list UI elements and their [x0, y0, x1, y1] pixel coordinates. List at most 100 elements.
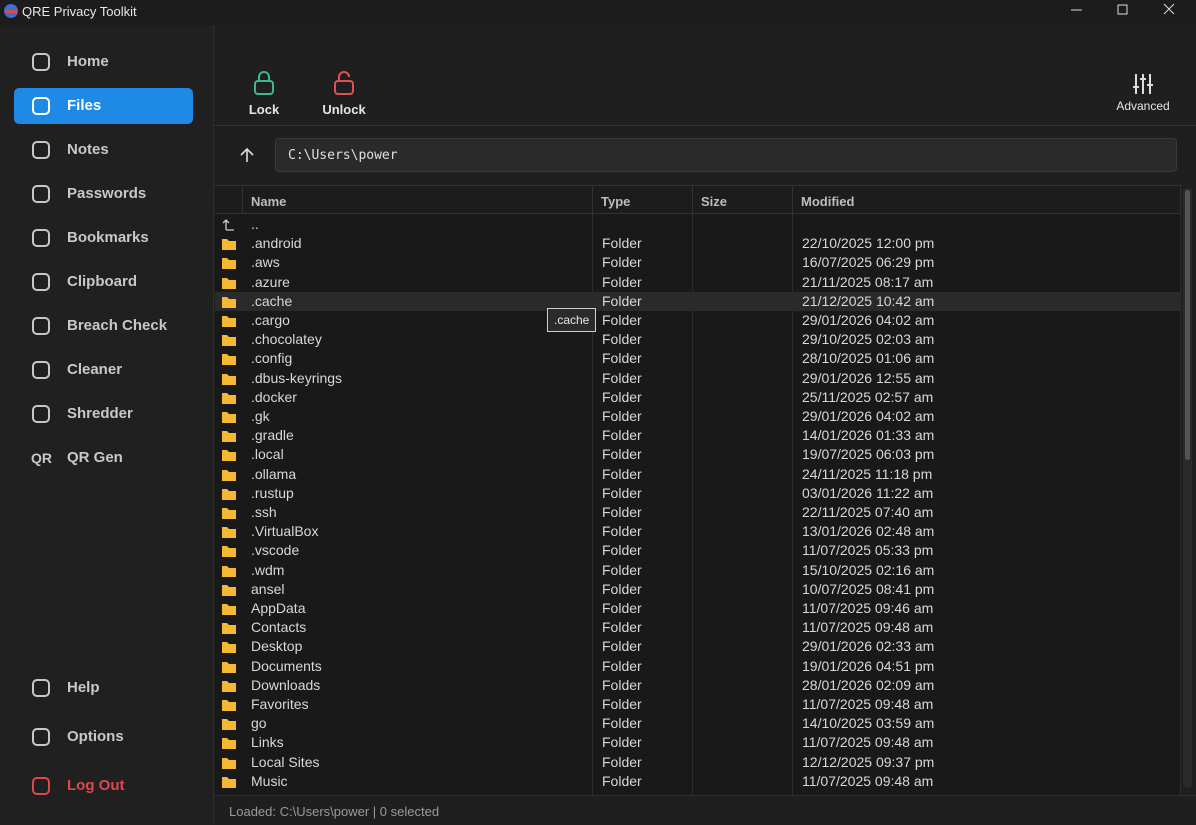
nav-icon [32, 777, 50, 795]
file-row[interactable]: Links Folder 11/07/2025 09:48 am [215, 733, 1181, 752]
nav-label: Bookmarks [67, 229, 149, 246]
nav-item[interactable]: Cleaner [14, 352, 193, 388]
nav-item[interactable]: Notes [14, 132, 193, 168]
lock-button[interactable]: Lock [224, 70, 304, 117]
nav-item[interactable]: Passwords [14, 176, 193, 212]
file-row[interactable]: .cargo Folder 29/01/2026 04:02 am [215, 311, 1181, 330]
folder-icon [222, 392, 236, 404]
nav-icon [32, 679, 50, 697]
nav-item[interactable]: Options [14, 719, 193, 755]
window-controls[interactable] [1060, 0, 1196, 25]
cell-modified: 13/01/2026 02:48 am [802, 523, 935, 540]
nav-item[interactable]: Clipboard [14, 264, 193, 300]
nav-label: Home [67, 53, 109, 70]
advanced-button[interactable]: Advanced [1103, 72, 1183, 113]
nav-item[interactable]: Shredder [14, 396, 193, 432]
file-row[interactable]: Downloads Folder 28/01/2026 02:09 am [215, 676, 1181, 695]
file-row[interactable]: .gk Folder 29/01/2026 04:02 am [215, 407, 1181, 426]
nav-item[interactable]: Home [14, 44, 193, 80]
column-header[interactable]: Size [693, 186, 793, 214]
cell-modified: 12/12/2025 09:37 pm [802, 753, 935, 770]
file-row[interactable]: .aws Folder 16/07/2025 06:29 pm [215, 253, 1181, 272]
file-row[interactable]: .rustup Folder 03/01/2026 11:22 am [215, 484, 1181, 503]
file-row[interactable]: .android Folder 22/10/2025 12:00 pm [215, 234, 1181, 253]
folder-icon [222, 296, 236, 308]
file-row[interactable]: .azure Folder 21/11/2025 08:17 am [215, 273, 1181, 292]
cell-name: .ollama [251, 465, 297, 482]
nav-item[interactable]: Files [14, 88, 193, 124]
cell-type: Folder [602, 676, 642, 693]
cell-name: Downloads [251, 676, 321, 693]
header-cell [215, 186, 243, 214]
nav-item[interactable]: QR QR Gen [14, 440, 193, 476]
nav-item[interactable]: Log Out [14, 768, 193, 804]
file-row[interactable]: .VirtualBox Folder 13/01/2026 02:48 am [215, 522, 1181, 541]
file-row[interactable]: .gradle Folder 14/01/2026 01:33 am [215, 426, 1181, 445]
cell-type: Folder [602, 465, 642, 482]
file-row[interactable]: .dbus-keyrings Folder 29/01/2026 12:55 am [215, 369, 1181, 388]
lock-icon [254, 71, 274, 95]
folder-icon [222, 738, 236, 750]
file-row[interactable]: Favorites Folder 11/07/2025 09:48 am [215, 695, 1181, 714]
file-row[interactable]: .ssh Folder 22/11/2025 07:40 am [215, 503, 1181, 522]
cell-type: Folder [602, 638, 642, 655]
file-row[interactable]: .local Folder 19/07/2025 06:03 pm [215, 445, 1181, 464]
folder-icon [222, 719, 236, 731]
up-button[interactable] [238, 146, 256, 164]
file-row[interactable]: Local Sites Folder 12/12/2025 09:37 pm [215, 753, 1181, 772]
path-input[interactable]: C:\Users\power [275, 138, 1177, 172]
cell-type: Folder [602, 504, 642, 520]
column-header[interactable]: Type [593, 186, 693, 214]
folder-icon [222, 700, 236, 711]
file-row[interactable]: .ollama Folder 24/11/2025 11:18 pm [215, 465, 1181, 484]
column-header[interactable]: Name [243, 186, 593, 214]
nav-label: Clipboard [67, 273, 137, 290]
file-row[interactable]: ansel Folder 10/07/2025 08:41 pm [215, 580, 1181, 599]
nav-label: Passwords [67, 185, 147, 202]
cell-modified: 19/01/2026 04:51 pm [802, 657, 935, 674]
parent-row[interactable]: .. [215, 215, 1181, 234]
nav-icon-text: QR [31, 450, 52, 466]
folder-icon [222, 623, 236, 635]
file-row[interactable]: AppData Folder 11/07/2025 09:46 am [215, 599, 1181, 618]
cell-type: Folder [602, 523, 642, 540]
nav-icon [32, 185, 50, 203]
status-bar: Loaded: C:\Users\power | 0 selected [214, 795, 1196, 825]
cell-modified: 11/07/2025 09:48 am [802, 734, 934, 751]
file-row[interactable]: .vscode Folder 11/07/2025 05:33 pm [215, 541, 1181, 560]
file-table: Name Type Size Modified.. .android Folder 22/1… [215, 185, 1181, 796]
cell-name: Music [251, 772, 288, 789]
cell-modified: 14/01/2026 01:33 am [802, 427, 935, 444]
file-row[interactable]: Desktop Folder 29/01/2026 02:33 am [215, 637, 1181, 656]
cell-name: .local [251, 446, 284, 463]
cell-modified: 11/07/2025 05:33 pm [802, 542, 934, 559]
cell-modified: 03/01/2026 11:22 am [802, 484, 934, 501]
file-row[interactable]: .config Folder 28/10/2025 01:06 am [215, 349, 1181, 368]
cell-name: Local Sites [251, 753, 320, 770]
cell-name: Links [251, 734, 284, 751]
file-row[interactable]: Documents Folder 19/01/2026 04:51 pm [215, 657, 1181, 676]
nav-item[interactable]: Bookmarks [14, 220, 193, 256]
column-header[interactable]: Modified [793, 186, 1181, 214]
cell-modified: 22/10/2025 12:00 pm [802, 235, 935, 252]
file-row[interactable]: Music Folder 11/07/2025 09:48 am [215, 772, 1181, 791]
scrollbar[interactable] [1183, 188, 1192, 788]
scroll-thumb[interactable] [1185, 190, 1190, 460]
cell-modified: 24/11/2025 11:18 pm [802, 465, 933, 482]
cell-type: Folder [602, 753, 642, 770]
file-row[interactable]: .cache Folder 21/12/2025 10:42 am [215, 291, 1181, 311]
file-row[interactable]: go Folder 14/10/2025 03:59 am [215, 714, 1181, 733]
nav-item[interactable]: Help [14, 670, 193, 706]
file-row[interactable]: .chocolatey Folder 29/10/2025 02:03 am [215, 330, 1181, 349]
file-row[interactable]: .docker Folder 25/11/2025 02:57 am [215, 388, 1181, 407]
file-row[interactable]: Contacts Folder 11/07/2025 09:48 am [215, 618, 1181, 637]
cell-type: Folder [602, 408, 642, 424]
nav-icon [32, 317, 50, 335]
nav-icon [32, 361, 50, 379]
nav-item[interactable]: Breach Check [14, 308, 193, 344]
folder-icon [222, 546, 236, 558]
unlock-button[interactable]: Unlock [304, 70, 384, 117]
cell-type: Folder [602, 388, 642, 405]
file-row[interactable]: .wdm Folder 15/10/2025 02:16 am [215, 561, 1181, 580]
nav-icon [32, 405, 50, 423]
